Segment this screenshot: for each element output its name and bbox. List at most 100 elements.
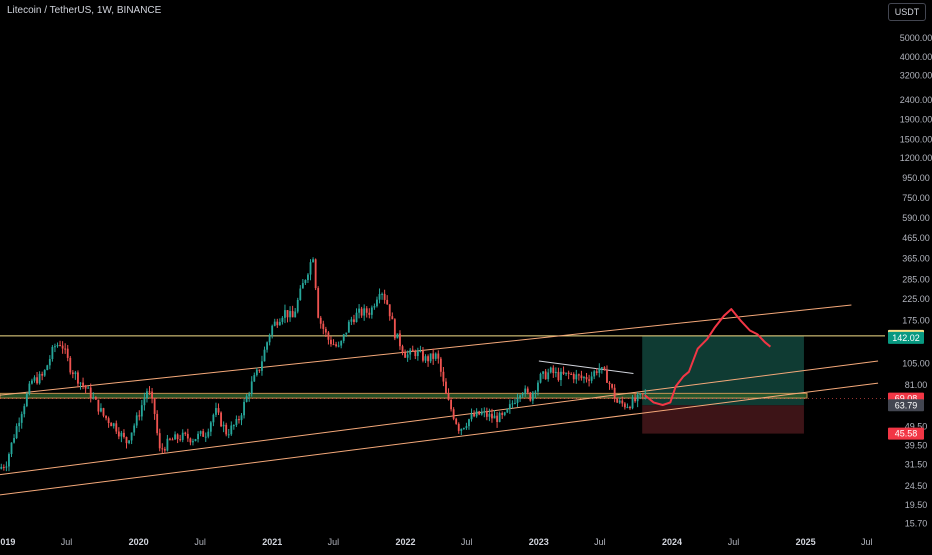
candle-bear [585, 377, 588, 380]
candle-bull [56, 345, 59, 347]
candle-bull [465, 426, 468, 428]
candle-bear [82, 382, 84, 386]
candle-bull [508, 404, 511, 410]
candle-bull [273, 321, 276, 326]
candle-bear [335, 344, 337, 347]
x-tick-label: 2021 [262, 537, 282, 547]
candle-bull [140, 405, 143, 417]
candle-bear [61, 345, 64, 349]
y-axis[interactable]: 5000.00 4000.00 3200.00 2400.00 1900.00 1500.… [900, 33, 932, 528]
candle-bull [194, 439, 197, 442]
y-tick-label: 590.00 [902, 213, 930, 223]
candle-bear [557, 371, 560, 381]
candle-bull [227, 434, 230, 436]
candle-bull [28, 383, 31, 394]
candle-bull [309, 262, 312, 275]
channel-line-lower [0, 382, 879, 496]
candle-bear [353, 319, 355, 323]
candle-bull [304, 280, 307, 284]
candle-bull [514, 402, 516, 404]
candle-bull [560, 371, 562, 381]
price-label: 45.58 [895, 429, 918, 439]
price-label-bg [888, 427, 924, 440]
loss-zone [642, 405, 804, 434]
candle-bull [342, 334, 345, 341]
candle-bull [549, 367, 552, 373]
candle-bear [616, 398, 619, 403]
candle-bull [0, 466, 3, 469]
candle-bull [424, 356, 427, 361]
candle-bear [567, 372, 570, 374]
candle-bull [358, 308, 360, 313]
candle-bull [209, 422, 212, 432]
candle-bull [133, 425, 136, 433]
candle-bear [156, 413, 159, 434]
candle-bear [161, 448, 164, 450]
candle-bull [537, 382, 539, 392]
candle-bull [79, 382, 82, 384]
candle-bull [626, 406, 629, 408]
candle-bear [276, 321, 279, 326]
candle-bear [291, 311, 294, 318]
x-tick-label: 2023 [529, 537, 549, 547]
candle-bear [401, 346, 404, 353]
chart-title: Litecoin / TetherUS, 1W, BINANCE [7, 5, 162, 16]
candle-bear [501, 413, 504, 415]
candle-bear [606, 369, 608, 383]
candle-bear [432, 353, 435, 359]
candle-bull [396, 333, 399, 339]
candle-bull [524, 388, 527, 394]
candle-bull [575, 374, 578, 380]
candle-bull [192, 441, 194, 443]
y-tick-label: 15.70 [905, 518, 928, 528]
candle-bear [634, 397, 637, 402]
currency-button[interactable]: USDT [888, 3, 926, 21]
x-axis[interactable]: 2019 Jul 2020 Jul 2021 Jul 2022 Jul 2023 Jul 2024 J… [0, 537, 873, 547]
candle-bull [120, 432, 123, 437]
y-tick-label: 465.00 [902, 233, 930, 243]
candle-bull [46, 365, 49, 370]
candle-bull [519, 395, 522, 399]
y-tick-label: 3200.00 [900, 71, 932, 81]
candle-bear [544, 371, 547, 380]
candle-bull [488, 413, 491, 417]
candle-bull [112, 423, 115, 427]
candle-bear [94, 397, 97, 400]
candle-bull [618, 400, 621, 403]
x-tick-label: Jul [461, 537, 473, 547]
candle-bear [186, 433, 189, 439]
candle-bull [54, 346, 56, 348]
candle-bear [437, 353, 440, 359]
candle-bear [169, 438, 171, 440]
candle-bear [189, 438, 192, 443]
candle-bull [92, 397, 95, 399]
candle-bull [143, 398, 146, 406]
candle-bull [243, 401, 245, 416]
candle-bull [230, 425, 233, 435]
candle-bear [473, 413, 476, 417]
candle-bear [629, 406, 631, 409]
candle-bull [299, 288, 302, 300]
candle-bear [151, 391, 153, 399]
price-label: 142.02 [892, 333, 920, 343]
candle-bull [128, 440, 130, 444]
x-tick-label: 2019 [0, 537, 15, 547]
candle-bull [74, 372, 77, 375]
candle-bull [100, 408, 102, 412]
candle-bull [521, 393, 524, 396]
candle-bull [376, 299, 378, 307]
candle-bull [470, 413, 473, 420]
price-label-bg [888, 399, 924, 412]
candle-bull [281, 317, 284, 322]
candle-bear [422, 350, 424, 361]
x-tick-label: 2024 [662, 537, 682, 547]
candle-bear [457, 423, 460, 431]
candle-bull [511, 403, 514, 405]
candle-bear [360, 308, 363, 316]
candle-bull [15, 426, 18, 439]
candle-bear [621, 400, 624, 404]
candle-bear [393, 319, 396, 339]
forecast-layer [644, 308, 772, 406]
